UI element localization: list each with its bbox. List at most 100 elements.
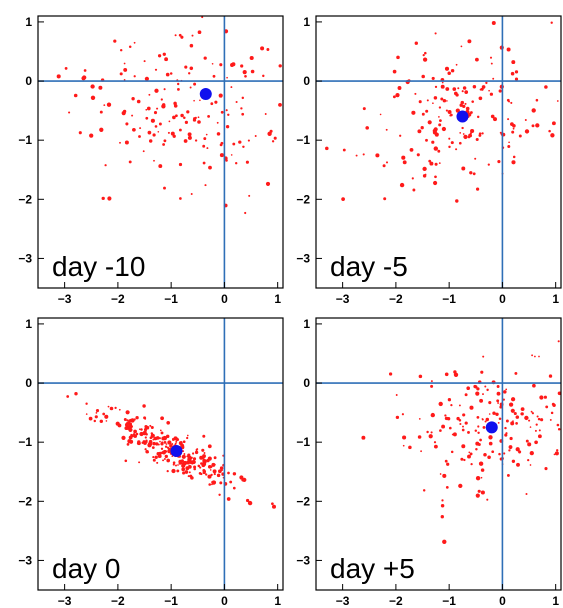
scatter-point: [241, 96, 245, 100]
scatter-point: [139, 127, 142, 130]
scatter-point: [399, 134, 402, 137]
scatter-point: [90, 95, 96, 101]
scatter-point: [204, 184, 207, 187]
scatter-point: [158, 437, 161, 440]
scatter-point: [207, 464, 212, 469]
scatter-point: [422, 166, 427, 172]
scatter-point: [68, 111, 71, 114]
scatter-point: [447, 110, 452, 114]
scatter-point: [202, 468, 206, 473]
scatter-point: [194, 139, 198, 142]
scatter-point: [453, 372, 459, 377]
data-marks: [38, 318, 283, 590]
scatter-point: [131, 97, 135, 101]
y-tick-label: −1: [296, 435, 310, 449]
scatter-point: [232, 142, 236, 146]
scatter-point: [144, 448, 147, 451]
scatter-point: [513, 411, 517, 416]
scatter-point: [464, 421, 468, 425]
scatter-point: [450, 403, 453, 407]
scatter-point: [409, 148, 414, 152]
scatter-point: [475, 441, 480, 446]
scatter-point: [452, 432, 457, 437]
scatter-point: [162, 436, 165, 439]
scatter-point: [412, 188, 416, 192]
scatter-point: [186, 455, 189, 458]
scatter-point: [524, 119, 527, 121]
scatter-point: [491, 21, 496, 25]
scatter-point: [216, 473, 221, 478]
scatter-point: [462, 86, 467, 90]
scatter-point: [124, 140, 129, 145]
scatter-point: [524, 416, 528, 419]
scatter-point: [218, 493, 221, 496]
scatter-point: [172, 461, 176, 464]
scatter-point: [99, 110, 103, 114]
scatter-point: [510, 122, 514, 126]
scatter-point: [138, 461, 141, 464]
scatter-point: [219, 466, 224, 470]
scatter-point: [447, 71, 451, 75]
scatter-point: [462, 425, 464, 428]
scatter-point: [113, 39, 117, 43]
scatter-point: [498, 89, 502, 93]
scatter-point: [153, 111, 158, 115]
x-tick-label: 1: [552, 292, 559, 306]
scatter-point: [183, 460, 187, 465]
scatter-point: [438, 106, 442, 109]
scatter-point: [158, 164, 163, 169]
scatter-point: [361, 435, 366, 440]
scatter-point: [187, 475, 190, 478]
scatter-point: [467, 430, 470, 434]
scatter-point: [441, 499, 444, 502]
scatter-point: [128, 45, 132, 48]
scatter-point: [198, 472, 202, 475]
scatter-point: [119, 141, 121, 144]
scatter-point: [518, 450, 522, 454]
x-tick-label: −3: [58, 594, 72, 608]
scatter-point: [418, 418, 421, 420]
scatter-point: [163, 139, 167, 143]
scatter-point: [174, 464, 178, 467]
scatter-point: [421, 74, 425, 79]
scatter-point: [478, 96, 483, 101]
scatter-point: [445, 486, 449, 489]
scatter-point: [440, 97, 444, 101]
scatter-point: [264, 113, 267, 115]
scatter-point: [482, 355, 485, 358]
scatter-point: [485, 81, 488, 85]
scatter-point: [144, 425, 148, 429]
scatter-point: [437, 149, 441, 153]
scatter-point: [201, 16, 204, 19]
scatter-point: [206, 458, 210, 463]
scatter-point: [469, 452, 473, 456]
scatter-point: [174, 34, 177, 37]
scatter-point: [514, 77, 519, 81]
scatter-point: [151, 432, 154, 435]
scatter-point: [271, 140, 275, 143]
scatter-point: [145, 108, 148, 111]
scatter-point: [532, 383, 536, 388]
scatter-point: [191, 459, 196, 465]
scatter-point: [498, 417, 502, 420]
scatter-point: [156, 107, 159, 110]
scatter-point: [177, 464, 179, 466]
scatter-point: [226, 497, 231, 501]
scatter-point: [556, 423, 560, 427]
scatter-point: [185, 466, 190, 471]
scatter-point: [94, 415, 98, 419]
scatter-point: [193, 117, 196, 120]
scatter-point: [510, 71, 515, 76]
scatter-point: [210, 102, 214, 106]
scatter-point: [195, 448, 198, 452]
scatter-point: [385, 128, 388, 131]
scatter-point: [478, 461, 484, 466]
scatter-point: [524, 129, 530, 134]
scatter-point: [93, 419, 97, 423]
scatter-point: [430, 412, 435, 418]
scatter-point: [515, 422, 518, 425]
scatter-point: [401, 155, 406, 160]
scatter-point: [477, 425, 480, 428]
y-tick-label: 1: [303, 317, 310, 331]
scatter-point: [244, 74, 247, 78]
